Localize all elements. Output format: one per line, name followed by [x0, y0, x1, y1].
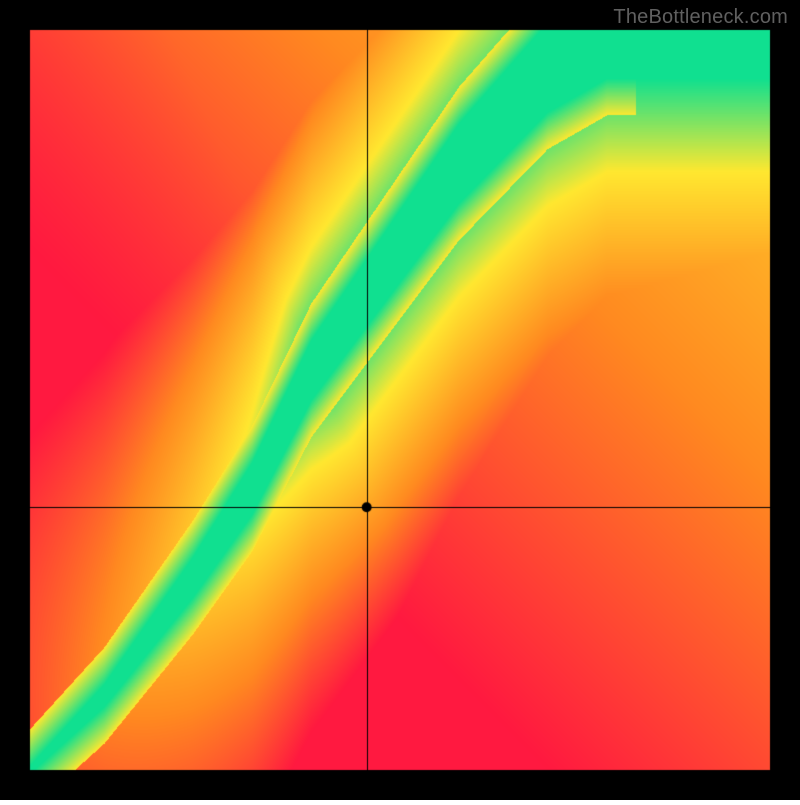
heatmap-canvas-wrap — [0, 0, 800, 805]
chart-container: TheBottleneck.com — [0, 0, 800, 800]
heatmap-canvas — [0, 0, 800, 800]
watermark-text: TheBottleneck.com — [613, 6, 788, 29]
